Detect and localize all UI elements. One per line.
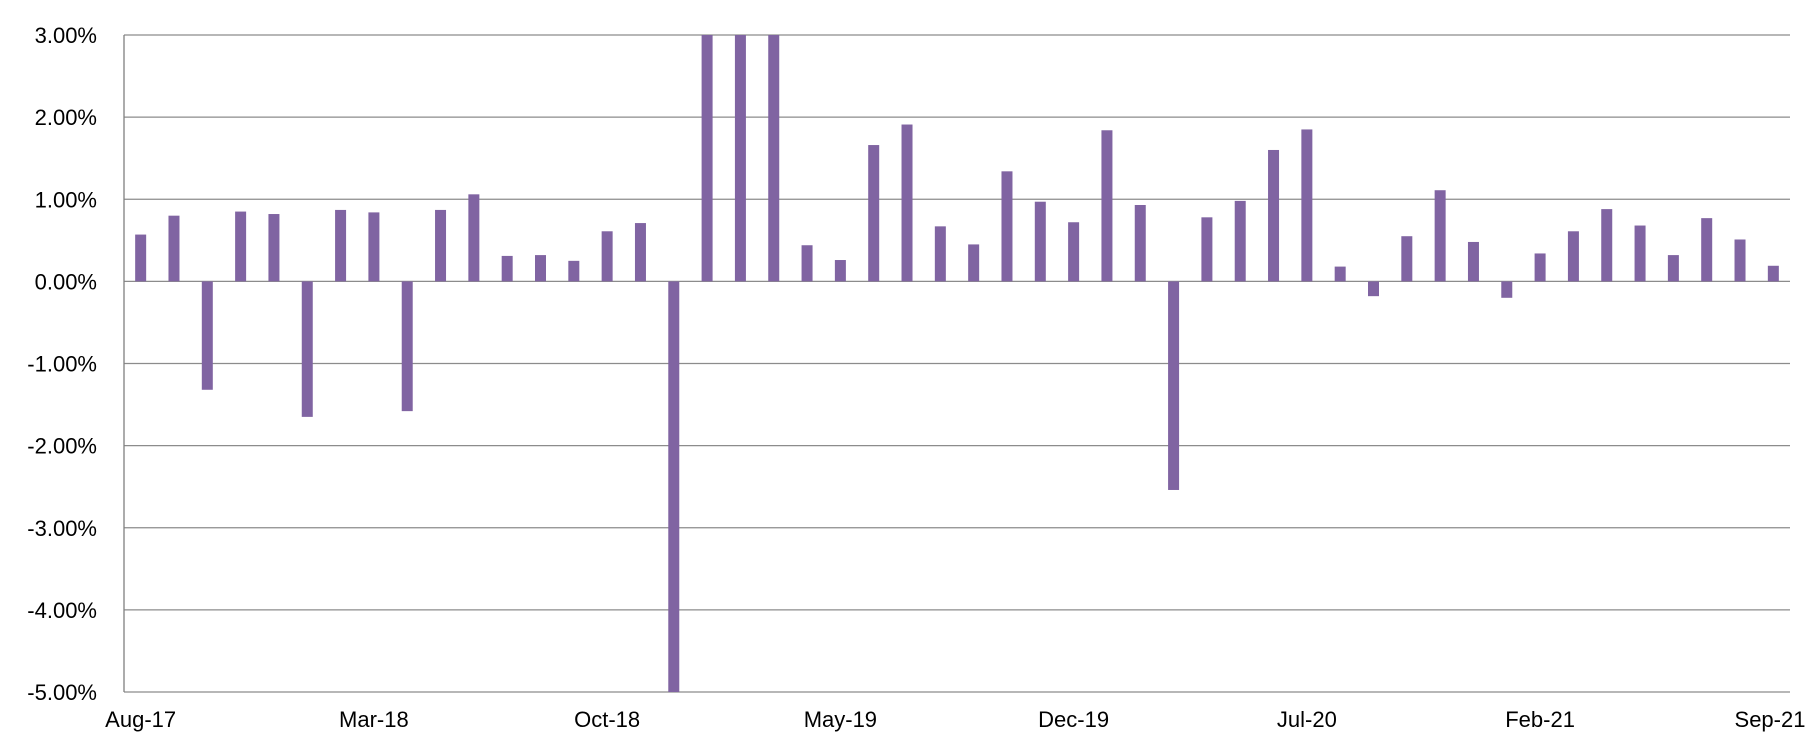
bar [1301,129,1313,282]
bar [301,281,313,417]
y-tick-label: -1.00% [27,352,97,377]
bar [1368,281,1379,297]
bar [1467,241,1479,282]
y-tick-label: 2.00% [35,105,97,130]
bar [1567,231,1579,282]
bar [1434,190,1446,282]
y-tick-label: -5.00% [27,680,97,705]
bar [568,260,580,282]
bar [834,260,846,282]
bar [501,255,513,282]
y-tick-label: 1.00% [35,187,97,212]
bar [601,231,613,282]
bar [1268,149,1280,282]
x-tick-label: Feb-21 [1505,707,1575,732]
bar [535,255,546,282]
bar [1101,130,1113,282]
bar [1734,239,1746,282]
bar [368,212,380,282]
y-tick-labels: 3.00% 2.00% 1.00% 0.00% -1.00% -2.00% -3.00% -4… [27,23,97,705]
bar [734,35,746,282]
x-tick-label: Mar-18 [339,707,409,732]
bar [1001,171,1013,282]
x-tick-label: Oct-18 [574,707,640,732]
x-tick-labels: Aug-17 Mar-18 Oct-18 May-19 Dec-19 Jul-20 Feb-… [105,707,1805,732]
bars [135,35,1779,692]
bar [1168,281,1180,490]
bar [634,223,646,282]
bar [901,124,913,282]
bar [1601,209,1613,282]
bar [435,209,447,282]
y-tick-label: 0.00% [35,269,97,294]
bar [268,214,280,282]
bar [1634,225,1646,282]
bar [201,281,213,390]
x-tick-label: May-19 [804,707,877,732]
bar [468,194,480,282]
bar [1534,253,1546,282]
bar [1134,204,1146,282]
x-tick-label: Jul-20 [1277,707,1337,732]
y-tick-label: -4.00% [27,598,97,623]
bar [934,226,946,282]
y-tick-label: 3.00% [35,23,97,48]
bar [668,281,680,692]
x-tick-label: Dec-19 [1038,707,1109,732]
bar [1667,255,1679,282]
x-tick-label: Aug-17 [105,707,176,732]
bar [1701,218,1713,282]
bar [168,215,180,282]
bar [135,234,147,282]
bar [1034,201,1046,282]
bar [1334,266,1346,282]
bar [701,35,713,282]
bar [1401,236,1413,282]
bar [801,245,813,282]
bar [968,244,980,282]
y-tick-label: -3.00% [27,516,97,541]
bar [1068,222,1080,282]
bar [1201,217,1213,282]
y-tick-label: -2.00% [27,434,97,459]
bar [1767,265,1779,282]
bar [868,145,880,282]
bar [335,209,347,282]
x-tick-label: Sep-21 [1735,707,1806,732]
bar [1501,281,1513,298]
bar [768,35,780,282]
bar [235,211,247,282]
bar [1234,200,1246,282]
gridlines [124,34,1790,693]
bar [401,281,413,412]
